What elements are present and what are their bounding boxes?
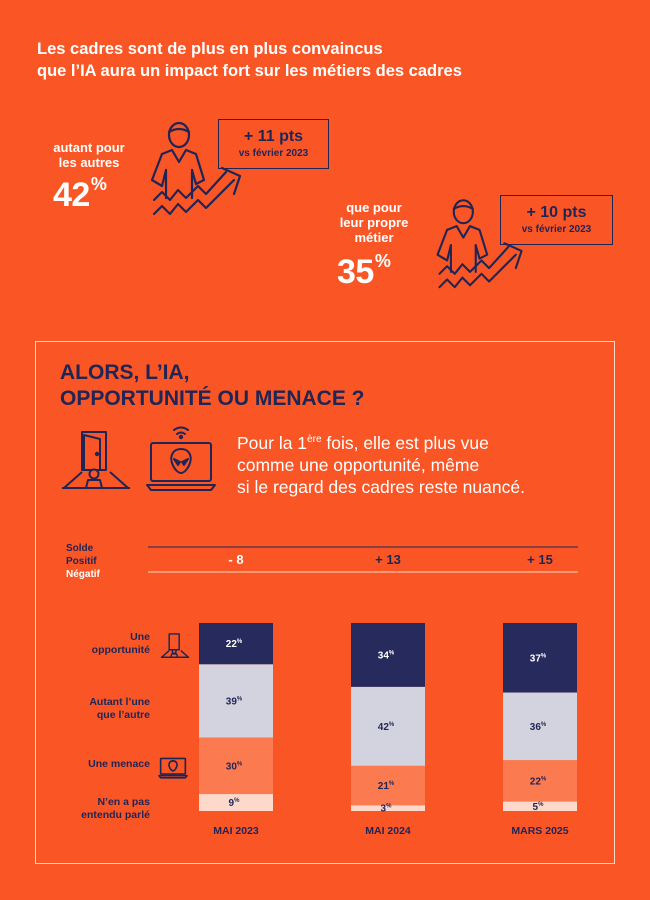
bar-segment (199, 623, 273, 665)
row-label-line: que l’autre (96, 709, 150, 721)
stat-1-label: autant pour les autres (38, 140, 140, 170)
person-growth-icon (150, 121, 242, 216)
data-label: 42% (378, 722, 395, 733)
data-label: 30% (226, 761, 243, 772)
data-label: 34% (378, 650, 395, 661)
stat-1-delta-box: + 11 pts vs février 2023 (218, 119, 329, 169)
stacked-bar-chart: - 8 + 13 + 15 22% 39% 30% 9% MAI 2023 34% 42% 21% 3… (148, 546, 578, 837)
stat-1-delta: + 11 pts (243, 128, 304, 145)
solde-negative-label: Négatif (66, 569, 100, 580)
intro-pre: Pour la 1 (237, 432, 308, 453)
intro-line-3: si le regard des cadres reste nuancé. (237, 476, 525, 497)
door-person-icon (160, 633, 190, 658)
headline-line-2: que l’IA aura un impact fort sur les mét… (37, 62, 462, 80)
headline-line-1: Les cadres sont de plus en plus convainc… (37, 40, 383, 58)
bar-segment (503, 623, 577, 693)
solde-positive-label: Positif (66, 556, 97, 567)
stat-1-label-line: autant pour (53, 140, 125, 155)
stat-2-label-line: métier (354, 230, 394, 245)
chart-panel (35, 341, 615, 864)
data-label: 5% (533, 802, 545, 813)
row-label-line: entendu parlé (81, 809, 150, 821)
data-label: 22% (530, 776, 547, 787)
stat-1-label-line: les autres (58, 155, 120, 170)
data-label: 9% (229, 798, 241, 809)
row-label-line: N’en a pas (97, 796, 150, 808)
stat-1-value: 42% (53, 174, 107, 215)
person-growth-icon (436, 199, 523, 289)
panel-title: ALORS, L’IA, OPPORTUNITÉ OU MENACE ? (60, 360, 365, 412)
stat-2-label-line: leur propre (339, 215, 409, 230)
stat-2-label: que pour leur propre métier (323, 200, 425, 245)
row-label-line: Une menace (88, 758, 150, 770)
row-label-line: Autant l’une (89, 696, 150, 708)
stat-1-unit: % (90, 174, 107, 194)
door-person-icon (62, 431, 130, 489)
bar-segment (351, 686, 425, 766)
data-label: 3% (381, 804, 393, 815)
bar-segment (503, 801, 577, 811)
stat-2-value: 35% (337, 251, 391, 292)
bar-segment (351, 805, 425, 811)
row-label-nsp: N’en a pas entendu parlé (81, 796, 150, 822)
intro-line-2: comme une opportunité, même (237, 454, 480, 475)
bar-segment (503, 760, 577, 802)
stat-2-delta: + 10 pts (526, 204, 587, 221)
intro-sup: ère (307, 434, 322, 445)
row-label-line: opportunité (91, 644, 150, 656)
row-label-menace: Une menace (88, 758, 150, 771)
stat-2-unit: % (374, 251, 391, 271)
category-label: MARS 2025 (511, 825, 568, 837)
data-label: 37% (530, 653, 547, 664)
row-label-autant: Autant l’une que l’autre (89, 696, 150, 722)
row-label-line: Une (130, 631, 150, 643)
data-label: 39% (226, 697, 243, 708)
alien-laptop-icon (146, 426, 216, 491)
stat-1-delta-sub: vs février 2023 (238, 148, 309, 159)
panel-intro: Pour la 1ère fois, elle est plus vue com… (237, 429, 597, 498)
solde-value: - 8 (228, 552, 243, 567)
stat-2-delta-sub: vs février 2023 (521, 224, 592, 235)
panel-title-line-1: ALORS, L’IA, (60, 361, 190, 384)
stat-2-number: 35 (337, 253, 374, 291)
category-label: MAI 2024 (365, 825, 411, 837)
bar-segment (199, 664, 273, 738)
row-label-opportunite: Une opportunité (92, 631, 150, 657)
stat-2-delta-box: + 10 pts vs février 2023 (500, 195, 613, 245)
bar-segment (351, 623, 425, 687)
data-label: 21% (378, 781, 395, 792)
bar-segment (503, 692, 577, 761)
panel-title-line-2: OPPORTUNITÉ OU MENACE ? (60, 387, 365, 410)
bar-segment (351, 765, 425, 806)
data-label: 22% (226, 639, 243, 650)
stat-1-number: 42 (53, 176, 90, 214)
headline: Les cadres sont de plus en plus convainc… (37, 38, 597, 82)
stat-2-label-line: que pour (346, 200, 402, 215)
alien-laptop-icon (158, 757, 188, 779)
data-label: 36% (530, 722, 547, 733)
bar-segment (199, 794, 273, 811)
bar-segment (199, 737, 273, 795)
solde-value: + 13 (375, 552, 401, 567)
intro-post: fois, elle est plus vue (321, 432, 489, 453)
solde-title: Solde (66, 543, 94, 554)
solde-value: + 15 (527, 552, 553, 567)
category-label: MAI 2023 (213, 825, 259, 837)
